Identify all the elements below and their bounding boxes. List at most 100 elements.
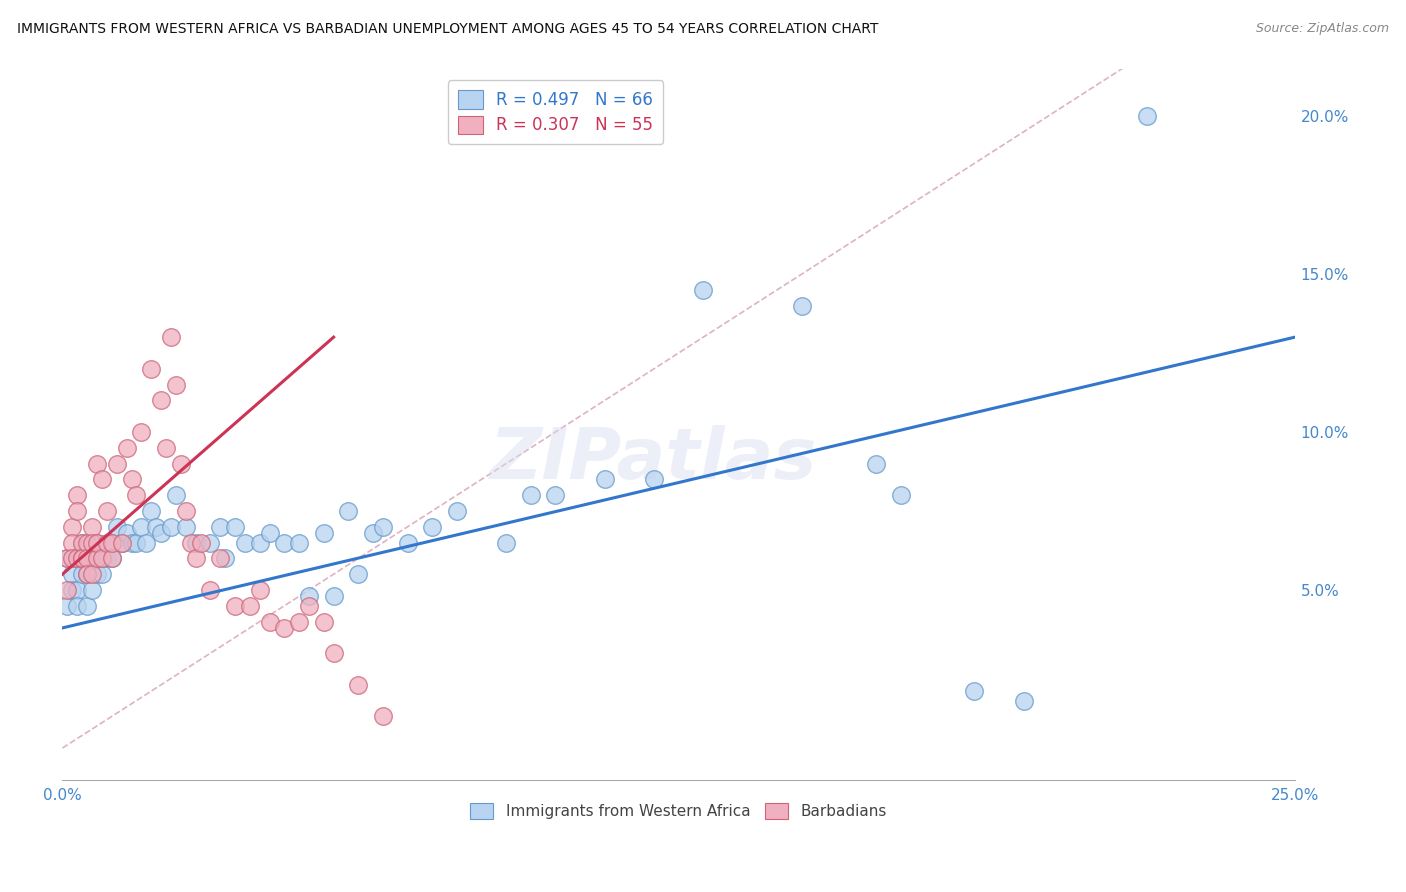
Point <box>371 520 394 534</box>
Point <box>115 441 138 455</box>
Point <box>101 535 124 549</box>
Point <box>66 582 89 597</box>
Point <box>56 551 79 566</box>
Point <box>125 488 148 502</box>
Point <box>86 457 108 471</box>
Point <box>70 535 93 549</box>
Point <box>131 425 153 439</box>
Point <box>96 551 118 566</box>
Point <box>111 535 134 549</box>
Point <box>224 599 246 613</box>
Point <box>80 520 103 534</box>
Point <box>790 299 813 313</box>
Point <box>70 551 93 566</box>
Point <box>396 535 419 549</box>
Point <box>361 526 384 541</box>
Point <box>70 551 93 566</box>
Point <box>115 526 138 541</box>
Point <box>121 472 143 486</box>
Point <box>544 488 567 502</box>
Text: Source: ZipAtlas.com: Source: ZipAtlas.com <box>1256 22 1389 36</box>
Point <box>66 488 89 502</box>
Point <box>86 535 108 549</box>
Point <box>165 377 187 392</box>
Point <box>90 472 112 486</box>
Point <box>288 615 311 629</box>
Point <box>56 599 79 613</box>
Point <box>224 520 246 534</box>
Point <box>80 582 103 597</box>
Point <box>150 526 173 541</box>
Point <box>60 582 83 597</box>
Point <box>1012 693 1035 707</box>
Point <box>259 526 281 541</box>
Point <box>446 504 468 518</box>
Point <box>56 582 79 597</box>
Point <box>76 551 98 566</box>
Point <box>80 567 103 582</box>
Point <box>160 330 183 344</box>
Point <box>131 520 153 534</box>
Point <box>60 520 83 534</box>
Point <box>273 535 295 549</box>
Point <box>347 567 370 582</box>
Point <box>96 504 118 518</box>
Point <box>76 551 98 566</box>
Point <box>233 535 256 549</box>
Point <box>66 551 89 566</box>
Point <box>495 535 517 549</box>
Point <box>337 504 360 518</box>
Point <box>101 535 124 549</box>
Point <box>60 535 83 549</box>
Point <box>56 551 79 566</box>
Point <box>1136 109 1159 123</box>
Point <box>209 551 232 566</box>
Point <box>90 567 112 582</box>
Point <box>105 520 128 534</box>
Point <box>80 551 103 566</box>
Point <box>963 684 986 698</box>
Point <box>214 551 236 566</box>
Point <box>298 599 321 613</box>
Point <box>165 488 187 502</box>
Legend: Immigrants from Western Africa, Barbadians: Immigrants from Western Africa, Barbadia… <box>464 797 893 825</box>
Point <box>86 567 108 582</box>
Point <box>322 590 344 604</box>
Point <box>76 567 98 582</box>
Point <box>135 535 157 549</box>
Point <box>76 535 98 549</box>
Point <box>96 535 118 549</box>
Point <box>174 520 197 534</box>
Point <box>70 567 93 582</box>
Point <box>249 582 271 597</box>
Point <box>150 393 173 408</box>
Point <box>249 535 271 549</box>
Point <box>141 504 163 518</box>
Point <box>200 582 222 597</box>
Point <box>180 535 202 549</box>
Text: IMMIGRANTS FROM WESTERN AFRICA VS BARBADIAN UNEMPLOYMENT AMONG AGES 45 TO 54 YEA: IMMIGRANTS FROM WESTERN AFRICA VS BARBAD… <box>17 22 879 37</box>
Point <box>80 535 103 549</box>
Point <box>160 520 183 534</box>
Point <box>170 457 193 471</box>
Point <box>889 488 911 502</box>
Point <box>312 526 335 541</box>
Point <box>312 615 335 629</box>
Point <box>66 599 89 613</box>
Point <box>76 599 98 613</box>
Point <box>184 551 207 566</box>
Point <box>111 535 134 549</box>
Point <box>70 535 93 549</box>
Point <box>90 551 112 566</box>
Point <box>298 590 321 604</box>
Point <box>105 457 128 471</box>
Point <box>865 457 887 471</box>
Point <box>520 488 543 502</box>
Point <box>174 504 197 518</box>
Point <box>347 678 370 692</box>
Point <box>76 567 98 582</box>
Point <box>66 551 89 566</box>
Point <box>259 615 281 629</box>
Point <box>692 283 714 297</box>
Point <box>101 551 124 566</box>
